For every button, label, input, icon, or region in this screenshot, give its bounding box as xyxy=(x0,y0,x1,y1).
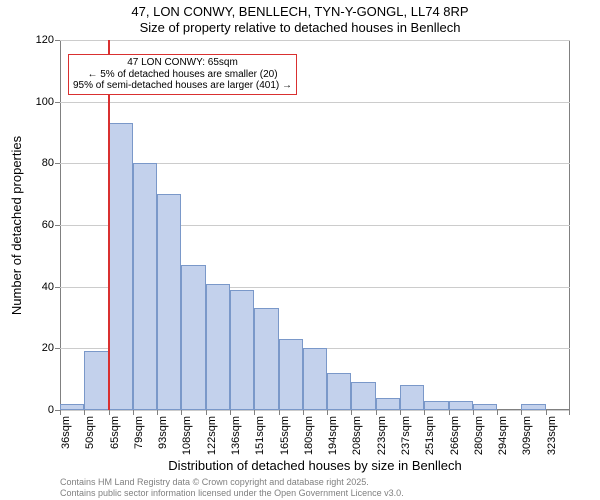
x-tick-label: 266sqm xyxy=(449,416,461,455)
x-tick-mark xyxy=(230,410,231,415)
chart-container: 47, LON CONWY, BENLLECH, TYN-Y-GONGL, LL… xyxy=(0,0,600,500)
annotation-line: 47 LON CONWY: 65sqm xyxy=(73,57,292,69)
histogram-bar xyxy=(521,404,545,410)
x-tick-label: 251sqm xyxy=(424,416,436,455)
histogram-bar xyxy=(181,265,205,410)
x-tick-label: 122sqm xyxy=(206,416,218,455)
chart-title: 47, LON CONWY, BENLLECH, TYN-Y-GONGL, LL… xyxy=(0,4,600,20)
annotation-line: ← 5% of detached houses are smaller (20) xyxy=(73,69,292,81)
x-tick-mark xyxy=(109,410,110,415)
x-tick-label: 180sqm xyxy=(303,416,315,455)
x-tick-label: 237sqm xyxy=(400,416,412,455)
histogram-bar xyxy=(351,382,375,410)
x-tick-mark xyxy=(181,410,182,415)
x-tick-mark xyxy=(133,410,134,415)
histogram-bar xyxy=(473,404,497,410)
x-tick-label: 194sqm xyxy=(327,416,339,455)
y-tick-label: 100 xyxy=(36,96,60,108)
histogram-bar xyxy=(254,308,278,410)
chart-subtitle: Size of property relative to detached ho… xyxy=(0,20,600,36)
x-tick-mark xyxy=(400,410,401,415)
x-tick-label: 151sqm xyxy=(254,416,266,455)
histogram-bar xyxy=(303,348,327,410)
histogram-bar xyxy=(400,385,424,410)
histogram-bar xyxy=(449,401,473,410)
grid-line xyxy=(60,102,570,103)
y-axis-label: Number of detached properties xyxy=(10,40,24,410)
x-tick-mark xyxy=(60,410,61,415)
y-tick-label: 60 xyxy=(42,219,60,231)
histogram-bar xyxy=(109,123,133,410)
y-tick-label: 20 xyxy=(42,342,60,354)
x-tick-label: 108sqm xyxy=(181,416,193,455)
y-tick-label: 40 xyxy=(42,281,60,293)
histogram-bar xyxy=(230,290,254,410)
plot-area: 02040608010012036sqm50sqm65sqm79sqm93sqm… xyxy=(60,40,570,410)
y-tick-label: 120 xyxy=(36,34,60,46)
footer-credits: Contains HM Land Registry data © Crown c… xyxy=(60,477,404,498)
marker-line xyxy=(108,40,110,410)
x-axis-label: Distribution of detached houses by size … xyxy=(60,458,570,473)
histogram-bar xyxy=(60,404,84,410)
histogram-bar xyxy=(376,398,400,410)
x-tick-label: 36sqm xyxy=(60,416,72,449)
x-tick-mark xyxy=(206,410,207,415)
x-tick-mark xyxy=(254,410,255,415)
x-tick-mark xyxy=(279,410,280,415)
x-tick-mark xyxy=(473,410,474,415)
x-tick-label: 208sqm xyxy=(351,416,363,455)
x-tick-mark xyxy=(376,410,377,415)
x-tick-label: 223sqm xyxy=(376,416,388,455)
x-tick-label: 165sqm xyxy=(279,416,291,455)
x-tick-label: 93sqm xyxy=(157,416,169,449)
footer-line: Contains public sector information licen… xyxy=(60,488,404,498)
x-tick-label: 65sqm xyxy=(109,416,121,449)
x-tick-label: 136sqm xyxy=(230,416,242,455)
x-tick-label: 294sqm xyxy=(497,416,509,455)
histogram-bar xyxy=(157,194,181,410)
x-tick-mark xyxy=(569,410,570,415)
x-tick-label: 323sqm xyxy=(546,416,558,455)
x-tick-mark xyxy=(157,410,158,415)
x-tick-mark xyxy=(546,410,547,415)
grid-line xyxy=(60,410,570,411)
x-tick-label: 280sqm xyxy=(473,416,485,455)
annotation-line: 95% of semi-detached houses are larger (… xyxy=(73,80,292,92)
grid-line xyxy=(60,40,570,41)
histogram-bar xyxy=(206,284,230,410)
x-tick-mark xyxy=(303,410,304,415)
footer-line: Contains HM Land Registry data © Crown c… xyxy=(60,477,404,487)
annotation-box: 47 LON CONWY: 65sqm← 5% of detached hous… xyxy=(68,54,297,95)
x-tick-mark xyxy=(521,410,522,415)
x-tick-mark xyxy=(424,410,425,415)
x-tick-mark xyxy=(449,410,450,415)
x-tick-mark xyxy=(84,410,85,415)
y-tick-label: 80 xyxy=(42,157,60,169)
y-tick-label: 0 xyxy=(48,404,60,416)
x-tick-label: 309sqm xyxy=(521,416,533,455)
histogram-bar xyxy=(133,163,157,410)
histogram-bar xyxy=(424,401,448,410)
x-tick-mark xyxy=(497,410,498,415)
x-tick-mark xyxy=(327,410,328,415)
x-tick-label: 79sqm xyxy=(133,416,145,449)
histogram-bar xyxy=(279,339,303,410)
histogram-bar xyxy=(84,351,108,410)
x-tick-mark xyxy=(351,410,352,415)
histogram-bar xyxy=(327,373,351,410)
x-tick-label: 50sqm xyxy=(84,416,96,449)
